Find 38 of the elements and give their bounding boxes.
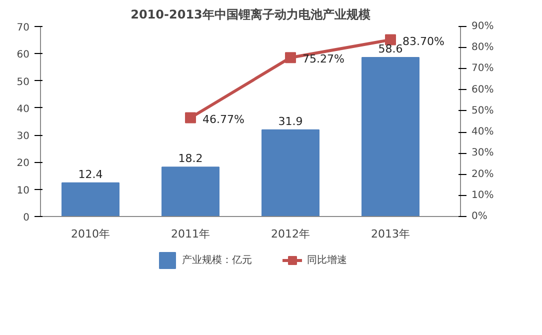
point — [185, 112, 196, 124]
y2-tick-label: 80% — [472, 42, 494, 54]
y2-tick-label: 90% — [472, 21, 494, 32]
point — [285, 52, 296, 64]
x-tick-label: 2013年 — [371, 228, 410, 240]
y2-tick-label: 20% — [472, 168, 494, 180]
bar — [62, 182, 120, 216]
y-tick-label: 60 — [16, 50, 30, 61]
y2-tick-label: 0% — [472, 211, 488, 222]
y-tick-label: 30 — [16, 131, 30, 142]
bar — [262, 129, 320, 216]
x-tick-label: 2011年 — [171, 228, 210, 240]
y-tick-label: 40 — [16, 104, 30, 115]
x-tick-label: 2010年 — [71, 228, 110, 240]
x-tick-label: 2012年 — [271, 228, 310, 240]
data-label: 31.9 — [278, 114, 303, 128]
data-label: 12.4 — [78, 168, 103, 181]
y-tick-label: 10 — [16, 185, 30, 196]
y-tick-label: 70 — [16, 22, 30, 34]
y-tick-label: 20 — [16, 158, 30, 170]
data-label: 75.27% — [302, 52, 344, 66]
chart-title: 2010-2013年中国锂离子动力电池产业规模 — [130, 8, 370, 22]
y2-tick-label: 70% — [472, 63, 494, 74]
y2-tick-label: 60% — [472, 84, 494, 96]
y-tick-label: 50 — [16, 76, 30, 88]
legend-label: 同比增速 — [307, 254, 347, 267]
y2-tick-label: 10% — [472, 190, 494, 201]
bar — [362, 56, 420, 216]
legend-label: 产业规模：亿元 — [182, 254, 252, 267]
data-label: 46.77% — [202, 112, 244, 126]
y-tick-label: 0 — [23, 212, 30, 224]
y2-tick-label: 30% — [472, 148, 494, 159]
data-label: 83.70% — [402, 34, 444, 48]
data-label: 18.2 — [178, 152, 203, 166]
bar — [162, 166, 220, 216]
data-label: 58.6 — [378, 42, 403, 56]
y2-tick-label: 40% — [472, 126, 494, 138]
y2-tick-label: 50% — [472, 105, 494, 116]
